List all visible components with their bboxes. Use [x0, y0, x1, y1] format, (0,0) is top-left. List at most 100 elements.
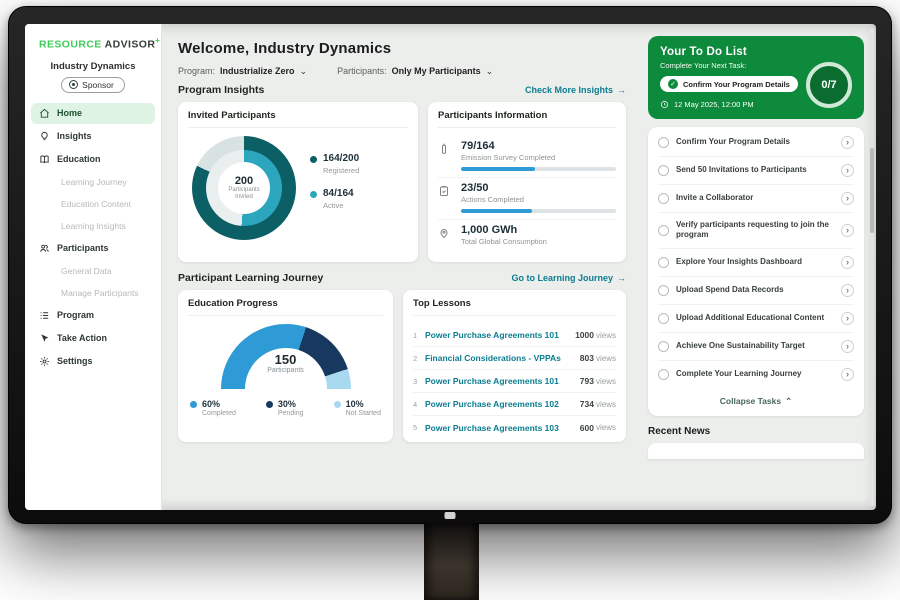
participants-filter[interactable]: Participants: Only My Participants ⌄ [337, 66, 493, 76]
check-more-insights-link[interactable]: Check More Insights → [525, 85, 626, 95]
todo-title: Your To Do List [660, 46, 747, 58]
task-label: Upload Additional Educational Content [676, 313, 825, 323]
task-row-verify-participants[interactable]: Verify participants requesting to join t… [658, 213, 854, 249]
info-row-emission-survey: 79/164 Emission Survey Completed [438, 136, 616, 178]
lesson-link[interactable]: Power Purchase Agreements 103 [425, 422, 559, 433]
list-icon [40, 311, 49, 319]
info-value: 23/50 [461, 182, 489, 194]
legend-dot [310, 156, 317, 163]
sidebar-item-insights[interactable]: Insights [31, 126, 155, 147]
program-filter-label: Program: [178, 66, 216, 76]
go-to-learning-journey-link[interactable]: Go to Learning Journey → [511, 273, 626, 283]
chevron-right-icon[interactable]: › [841, 255, 854, 269]
program-filter[interactable]: Program: Industrialize Zero ⌄ [178, 66, 307, 76]
chevron-right-icon[interactable]: › [841, 367, 854, 381]
due-date-row: 12 May 2025, 12:00 PM [660, 100, 852, 109]
task-checkbox[interactable] [658, 284, 669, 296]
sidebar-item-home[interactable]: Home [31, 102, 155, 124]
sidebar-item-general-data[interactable]: General Data [31, 261, 155, 281]
collapse-tasks-button[interactable]: Collapse Tasks ⌃ [658, 388, 854, 416]
sidebar-item-education-content[interactable]: Education Content [31, 194, 155, 214]
task-label: Verify participants requesting to join t… [676, 220, 829, 240]
info-row-global-consumption: 1,000 GWh Total Global Consumption [438, 220, 616, 252]
chevron-right-icon[interactable]: › [841, 192, 854, 205]
task-label: Explore Your Insights Dashboard [676, 257, 802, 267]
sponsor-badge[interactable]: Sponsor [61, 76, 125, 93]
todo-summary-card: Your To Do List Complete Your Next Task:… [648, 36, 864, 119]
program-filter-value: Industrialize Zero [220, 66, 295, 76]
task-checkbox[interactable] [658, 312, 669, 324]
info-value: 79/164 [461, 140, 495, 152]
legend-dot [265, 401, 273, 408]
next-task-pill[interactable]: ✓ Confirm Your Program Details [660, 76, 798, 92]
lesson-views-unit: views [595, 330, 616, 340]
sidebar-item-learning-insights[interactable]: Learning Insights [31, 216, 155, 236]
sidebar-item-label: Participants [57, 243, 109, 253]
chevron-right-icon[interactable]: › [841, 223, 854, 237]
task-row-upload-spend-data[interactable]: Upload Spend Data Records › [658, 277, 854, 305]
task-row-invite-collaborator[interactable]: Invite a Collaborator › [658, 185, 854, 213]
task-row-achieve-target[interactable]: Achieve One Sustainability Target › [658, 333, 854, 361]
legend-label: Active [323, 201, 344, 210]
sidebar-item-label: Take Action [57, 333, 108, 343]
sidebar-item-education[interactable]: Education [31, 149, 155, 170]
invited-donut-inner-ring: 200 Participants Invited [206, 150, 282, 226]
chevron-right-icon[interactable]: › [841, 311, 854, 325]
legend-item-registered: 164/200 Registered [310, 153, 359, 175]
sidebar-item-learning-journey[interactable]: Learning Journey [31, 172, 155, 192]
task-label: Confirm Your Program Details [676, 137, 790, 147]
logo-plus: + [155, 36, 161, 45]
legend-value: 60% [202, 399, 221, 409]
sidebar-item-manage-participants[interactable]: Manage Participants [31, 283, 155, 303]
lesson-link[interactable]: Power Purchase Agreements 102 [425, 399, 559, 409]
task-checkbox[interactable] [658, 224, 669, 236]
legend-dot [190, 401, 197, 408]
task-label: Complete Your Learning Journey [676, 369, 802, 379]
scrollbar-thumb[interactable] [870, 148, 874, 233]
task-checkbox[interactable] [658, 256, 669, 268]
task-checkbox[interactable] [658, 193, 669, 204]
task-label: Send 50 Invitations to Participants [676, 165, 807, 175]
lesson-link[interactable]: Power Purchase Agreements 101 [425, 376, 559, 386]
sidebar-item-label: Program [57, 310, 95, 320]
task-row-complete-learning-journey[interactable]: Complete Your Learning Journey › [658, 361, 854, 388]
lesson-link[interactable]: Financial Considerations - VPPAs [425, 353, 561, 363]
legend-label: Completed [202, 410, 236, 417]
chevron-right-icon[interactable]: › [841, 136, 854, 149]
sidebar-item-program[interactable]: Program [31, 305, 155, 326]
task-checkbox[interactable] [658, 137, 669, 148]
legend-item-active: 84/164 Active [310, 188, 359, 210]
chevron-right-icon[interactable]: › [841, 339, 854, 353]
gauge-center: 150 Participants [221, 352, 351, 374]
task-row-explore-insights[interactable]: Explore Your Insights Dashboard › [658, 249, 854, 277]
home-icon [40, 108, 49, 118]
learning-cards-row: Education Progress 150 Participants [178, 290, 626, 442]
chevron-right-icon[interactable]: › [841, 283, 854, 297]
lesson-views-unit: views [595, 353, 616, 363]
chevron-down-icon: ⌄ [299, 65, 308, 76]
cursor-icon [41, 333, 49, 342]
sidebar-item-take-action[interactable]: Take Action [31, 328, 155, 349]
lesson-link[interactable]: Power Purchase Agreements 101 [425, 330, 559, 340]
task-row-confirm-program[interactable]: Confirm Your Program Details › [658, 129, 854, 157]
chevron-right-icon[interactable]: › [841, 164, 854, 177]
task-row-upload-educational-content[interactable]: Upload Additional Educational Content › [658, 305, 854, 333]
lesson-views-unit: views [595, 399, 616, 409]
battery-icon [442, 143, 446, 154]
sidebar-item-label: Education Content [61, 198, 131, 209]
task-checkbox[interactable] [658, 340, 669, 352]
participants-information-card: Participants Information 79/164 Emission… [428, 102, 626, 262]
lesson-row: 5 Power Purchase Agreements 103 600 view… [413, 416, 616, 439]
task-row-send-invitations[interactable]: Send 50 Invitations to Participants › [658, 157, 854, 185]
task-checkbox[interactable] [658, 368, 669, 380]
task-checkbox[interactable] [658, 165, 669, 176]
sidebar-item-participants[interactable]: Participants [31, 238, 155, 259]
monitor-stand [424, 523, 479, 600]
lesson-row: 1 Power Purchase Agreements 101 1000 vie… [413, 324, 616, 347]
legend-item-pending: 30% Pending [265, 399, 304, 417]
legend-item-not-started: 10% Not Started [333, 399, 381, 417]
sidebar-item-settings[interactable]: Settings [31, 351, 155, 372]
card-title: Invited Participants [188, 110, 408, 128]
legend-value: 10% [345, 399, 364, 409]
gauge-center-value: 150 [274, 352, 297, 367]
